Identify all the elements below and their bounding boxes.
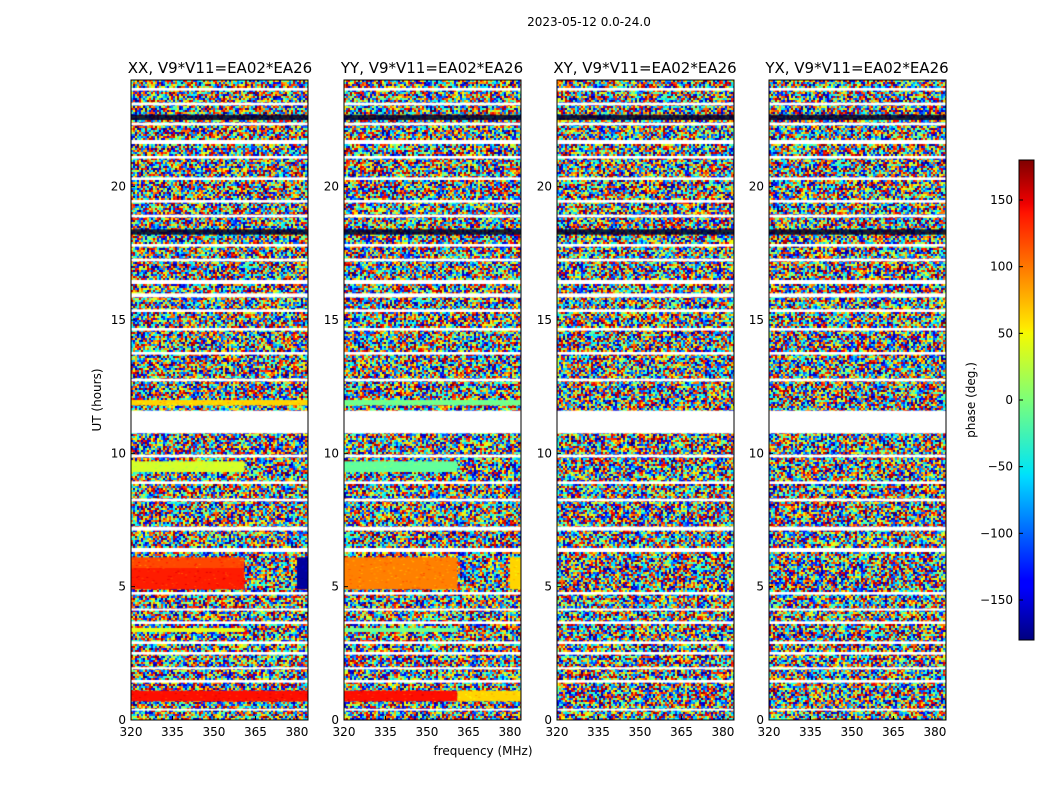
x-tick-label: 335 (587, 725, 610, 739)
heatmap-canvas (769, 80, 946, 720)
y-tick-label: 10 (111, 446, 126, 460)
heatmap-image (344, 80, 521, 720)
colorbar-tick-label: 150 (990, 193, 1013, 207)
axes-frame (343, 79, 522, 721)
heatmap-canvas (131, 80, 308, 720)
figure-suptitle: 2023-05-12 0.0-24.0 (527, 15, 651, 29)
x-tick-label: 350 (629, 725, 652, 739)
panel-xy: XY, V9*V11=EA02*EA26 320 335 350 365 380 0 5 10… (537, 59, 737, 739)
y-tick-label: 0 (118, 713, 126, 727)
colorbar-label: phase (deg.) (964, 362, 978, 438)
y-tick-label: 20 (537, 180, 552, 194)
colorbar-tick-label: −50 (988, 460, 1013, 474)
x-tick-label: 365 (882, 725, 905, 739)
x-tick-label: 380 (711, 725, 734, 739)
x-tick-label: 350 (416, 725, 439, 739)
y-axis-label: UT (hours) (90, 368, 104, 431)
y-tick-label: 0 (756, 713, 764, 727)
colorbar: phase (deg.) 150 100 50 0 −50 −100 −150 (964, 159, 1035, 641)
x-tick-label: 365 (244, 725, 267, 739)
y-tick-label: 10 (537, 446, 552, 460)
y-tick-label: 5 (544, 580, 552, 594)
panel-yy: YY, V9*V11=EA02*EA26 320 335 350 365 380 0 5 10… (324, 59, 523, 739)
x-tick-label: 380 (923, 725, 946, 739)
heatmap-image (769, 80, 946, 720)
panel-xx: XX, V9*V11=EA02*EA26 320 335 350 365 380 0 5 10… (111, 59, 313, 739)
x-tick-label: 335 (799, 725, 822, 739)
heatmap-image (557, 80, 734, 720)
x-tick-label: 350 (203, 725, 226, 739)
panel-title: XX, V9*V11=EA02*EA26 (128, 59, 312, 77)
x-tick-label: 350 (841, 725, 864, 739)
x-tick-label: 335 (161, 725, 184, 739)
y-tick-label: 20 (111, 180, 126, 194)
axes-frame (556, 79, 735, 721)
x-tick-label: 320 (333, 725, 356, 739)
y-tick-label: 5 (756, 580, 764, 594)
x-tick-label: 380 (285, 725, 308, 739)
colorbar-tick-label: −100 (980, 526, 1013, 540)
x-tick-label: 365 (670, 725, 693, 739)
y-tick-label: 0 (544, 713, 552, 727)
colorbar-tick-label: 0 (1005, 393, 1013, 407)
colorbar-tick-label: −150 (980, 593, 1013, 607)
y-tick-label: 10 (324, 446, 339, 460)
y-tick-label: 15 (111, 313, 126, 327)
colorbar-tick-label: 100 (990, 260, 1013, 274)
x-tick-label: 320 (546, 725, 569, 739)
heatmap-canvas (557, 80, 734, 720)
x-tick-label: 365 (457, 725, 480, 739)
panel-title: XY, V9*V11=EA02*EA26 (553, 59, 736, 77)
y-tick-label: 15 (749, 313, 764, 327)
x-tick-label: 335 (374, 725, 397, 739)
axes-frame (130, 79, 309, 721)
y-tick-label: 5 (331, 580, 339, 594)
x-tick-label: 320 (758, 725, 781, 739)
panel-title: YX, V9*V11=EA02*EA26 (764, 59, 948, 77)
x-tick-label: 380 (498, 725, 521, 739)
heatmap-image (131, 80, 308, 720)
heatmap-canvas (344, 80, 521, 720)
y-tick-label: 20 (324, 180, 339, 194)
x-tick-label: 320 (120, 725, 143, 739)
y-tick-label: 5 (118, 580, 126, 594)
y-tick-label: 15 (537, 313, 552, 327)
y-tick-label: 20 (749, 180, 764, 194)
x-axis-label: frequency (MHz) (433, 744, 532, 758)
panel-yx: YX, V9*V11=EA02*EA26 320 335 350 365 380 0 5 10… (749, 59, 949, 739)
y-tick-label: 15 (324, 313, 339, 327)
colorbar-tick-label: 50 (998, 326, 1013, 340)
panel-title: YY, V9*V11=EA02*EA26 (340, 59, 523, 77)
axes-frame (768, 79, 947, 721)
y-tick-label: 0 (331, 713, 339, 727)
y-tick-label: 10 (749, 446, 764, 460)
